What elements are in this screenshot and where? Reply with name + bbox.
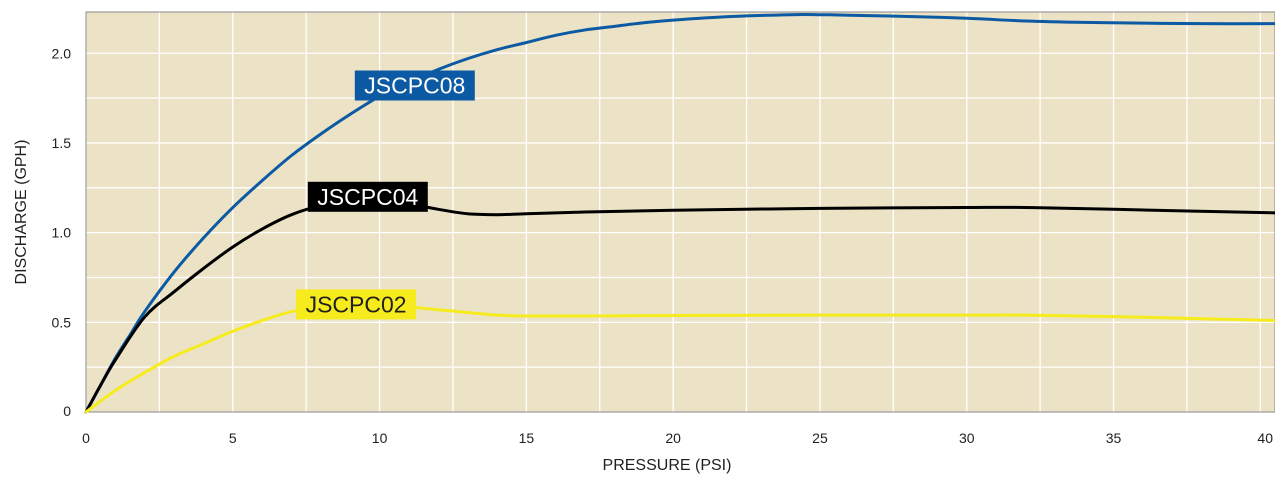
series-label-box-jscpc02 <box>296 289 417 320</box>
y-axis-title: DISCHARGE (GPH) <box>13 140 30 285</box>
series-label-box-jscpc08 <box>354 70 475 101</box>
x-tick-label: 35 <box>1106 430 1122 446</box>
y-tick-label: 2.0 <box>52 45 72 61</box>
x-tick-label: 0 <box>82 430 90 446</box>
horizontal-gridlines <box>85 11 1275 413</box>
x-tick-label: 25 <box>812 430 828 446</box>
x-tick-label: 20 <box>665 430 681 446</box>
series-label-text-jscpc04: JSCPC04 <box>317 184 418 210</box>
x-tick-label: 30 <box>959 430 975 446</box>
series-label-box-jscpc04 <box>307 181 428 212</box>
series-labels: JSCPC08 JSCPC04 JSCPC02 <box>296 70 475 320</box>
x-tick-label: 5 <box>229 430 237 446</box>
series-line-jscpc02 <box>84 304 1275 414</box>
series-label-jscpc04: JSCPC04 <box>307 181 428 212</box>
y-tick-label: 0 <box>63 403 71 419</box>
series-label-text-jscpc02: JSCPC02 <box>306 291 407 317</box>
y-tick-label: 0.5 <box>52 314 72 330</box>
x-tick-label: 40 <box>1257 430 1273 446</box>
series-label-jscpc08: JSCPC08 <box>354 70 475 101</box>
y-tick-label: 1.0 <box>52 225 72 241</box>
x-tick-labels: 0 5 10 15 20 25 30 35 40 <box>82 430 1273 446</box>
x-axis-title: PRESSURE (PSI) <box>603 457 732 474</box>
y-tick-labels: 0 0.5 1.0 1.5 2.0 <box>52 45 72 419</box>
y-tick-label: 1.5 <box>52 135 72 151</box>
series-label-text-jscpc08: JSCPC08 <box>364 73 465 99</box>
plot-area <box>85 11 1275 413</box>
x-tick-label: 10 <box>372 430 388 446</box>
plot-frame <box>85 11 1275 413</box>
series-label-jscpc02: JSCPC02 <box>296 289 417 320</box>
series-line-jscpc08 <box>84 13 1275 414</box>
x-tick-label: 15 <box>519 430 535 446</box>
